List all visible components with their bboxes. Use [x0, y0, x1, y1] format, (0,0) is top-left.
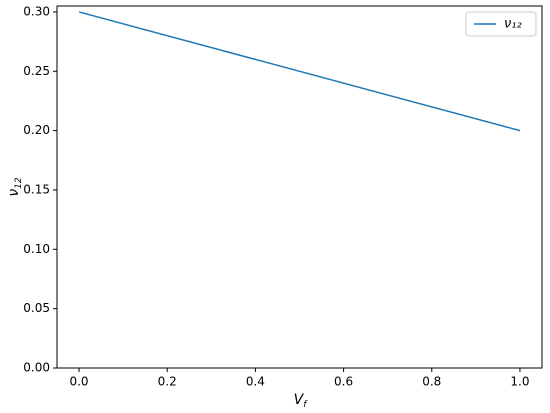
line: [78, 11, 521, 132]
x-tick-label: 0.8: [422, 375, 441, 389]
x-tick-label: 0.0: [69, 375, 88, 389]
x-tick-label: 0.4: [246, 375, 265, 389]
x-tick-label: 0.6: [334, 375, 353, 389]
y-tick-label: 0.15: [23, 182, 50, 196]
y-tick-label: 0.30: [23, 4, 50, 18]
plot-frame: [56, 5, 543, 369]
y-tick-label: 0.00: [23, 361, 50, 375]
y-tick-label: 0.25: [23, 64, 50, 78]
y-tick-label: 0.05: [23, 301, 50, 315]
x-axis-label: Vf: [294, 392, 309, 410]
legend-label: ν₁₂: [504, 17, 522, 32]
y-axis-label: ν12: [6, 177, 24, 197]
x-tick-label: 0.2: [158, 375, 177, 389]
x-label-base: V: [294, 392, 305, 408]
y-tick-label: 0.10: [23, 242, 50, 256]
x-label-sub: f: [303, 400, 308, 410]
x-tick-label: 1.0: [510, 375, 529, 389]
y-label-sub: 12: [14, 177, 24, 189]
y-label-base: ν: [6, 189, 22, 197]
y-tick-label: 0.20: [23, 123, 50, 137]
legend-box: [465, 11, 537, 37]
